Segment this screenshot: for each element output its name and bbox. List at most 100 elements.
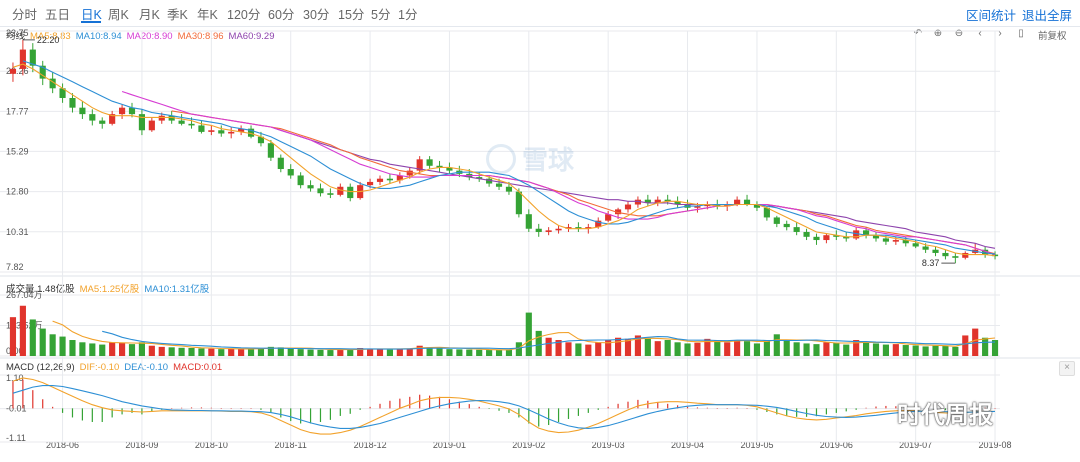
macd-legend-macd: MACD:0.01 (173, 362, 223, 373)
volume-bar (357, 348, 364, 356)
macd-bar (399, 398, 401, 409)
x-tick-label: 2018-12 (354, 440, 387, 450)
tab-quarterly-k[interactable]: 季K (167, 8, 188, 22)
candle-body (634, 199, 641, 205)
tab-5min[interactable]: 5分 (371, 8, 391, 22)
candle-body (882, 238, 889, 242)
candle-body (753, 204, 761, 208)
zoom-out-icon[interactable]: ⊖ (954, 28, 964, 39)
macd-bar (508, 408, 510, 413)
volume-bar (555, 340, 562, 356)
range-stats-link[interactable]: 区间统计 (966, 9, 1017, 23)
candle-body (79, 107, 86, 115)
volume-bar (872, 343, 880, 356)
tab-daily-k[interactable]: 日K (81, 8, 102, 22)
undo-icon[interactable]: ↶ (913, 28, 923, 39)
zoom-in-icon[interactable]: ⊕ (933, 28, 943, 39)
volume-bar (991, 340, 999, 356)
tab-yearly-k[interactable]: 年K (197, 8, 218, 22)
macd-bar (369, 406, 371, 409)
volume-bar (347, 349, 354, 356)
volume-bar (803, 343, 810, 356)
volume-bar (575, 343, 582, 356)
x-tick-label: 2019-07 (899, 440, 932, 450)
macd-bar (22, 379, 24, 409)
volume-bar (376, 349, 384, 356)
macd-bar (240, 408, 242, 409)
macd-bar (934, 408, 937, 410)
candle-body (952, 256, 959, 258)
volume-ma5-line (52, 320, 996, 351)
tab-weekly-k[interactable]: 周K (108, 8, 129, 22)
x-tick-label: 2018-09 (125, 440, 158, 450)
macd-bar (349, 408, 351, 414)
right-icon[interactable]: › (998, 28, 1002, 39)
macd-bar (905, 406, 907, 409)
macd-bar (885, 405, 887, 409)
legend-ma5: MA5:8.83 (30, 31, 71, 42)
left-icon[interactable]: ‹ (978, 28, 982, 39)
candle-body (505, 186, 513, 192)
volume-bar (962, 335, 969, 356)
macd-bar (845, 408, 847, 412)
kline-chart[interactable]: 2018-06 2018-09 2018-10 2018-11 2018-12 2019-… (0, 26, 1080, 462)
ma5-line (12, 63, 996, 257)
candle-body (148, 120, 155, 131)
x-tick-label: 2018-11 (275, 440, 307, 450)
volume-bar (277, 347, 284, 356)
macd-bar (141, 408, 143, 415)
macd-bar (81, 408, 83, 421)
candle-body (912, 243, 919, 247)
volume-bar (694, 342, 701, 356)
volume-bar (59, 336, 66, 356)
macd-bar (518, 408, 520, 418)
volume-bar (436, 348, 443, 356)
source-watermark: 时代周报 (897, 395, 993, 430)
volume-bar (932, 345, 939, 356)
candle-body (228, 131, 235, 134)
close-macd-icon[interactable]: × (1059, 361, 1075, 376)
tab-30min[interactable]: 30分 (303, 8, 330, 22)
candle-body (515, 191, 522, 215)
candle-body (208, 130, 215, 132)
candle-body (803, 231, 810, 237)
candle-body (89, 114, 96, 121)
tab-intraday[interactable]: 分时 (12, 8, 38, 22)
volume-bar (416, 345, 423, 356)
macd-bar (71, 408, 74, 418)
candle-body (297, 175, 304, 186)
tab-five-day[interactable]: 五日 (45, 8, 71, 22)
macd-bar (964, 408, 966, 409)
tab-15min[interactable]: 15分 (338, 8, 365, 22)
volume-bar (178, 347, 185, 356)
candle-body (238, 128, 245, 132)
tab-monthly-k[interactable]: 月K (139, 8, 160, 22)
volume-tick-label: 267.04万 (6, 290, 43, 300)
macd-bar (309, 408, 312, 424)
macd-bar (359, 408, 361, 410)
candle-body (109, 114, 116, 124)
tab-1min[interactable]: 1分 (398, 8, 418, 22)
tab-120min[interactable]: 120分 (227, 8, 261, 22)
candle-body (624, 204, 632, 210)
candle-body (942, 252, 949, 257)
volume-bar (813, 344, 820, 356)
tab-60min[interactable]: 60分 (268, 8, 295, 22)
adjust-mode-button[interactable]: 前复权 (1038, 31, 1067, 42)
volume-bar (793, 342, 800, 356)
candle-body (396, 175, 403, 181)
macd-bar (796, 408, 798, 417)
candle-body (29, 49, 36, 66)
volume-bar (267, 346, 274, 356)
candle-body (9, 68, 17, 74)
exit-fullscreen-link[interactable]: 退出全屏 (1022, 9, 1073, 23)
x-tick-label: 2019-08 (979, 440, 1012, 450)
candle-body (922, 246, 929, 250)
macd-bar (667, 403, 669, 409)
macd-bar (329, 408, 331, 420)
device-icon[interactable]: ▯ (1018, 28, 1024, 39)
price-tick-label: 20.26 (6, 66, 29, 76)
candle-body (476, 177, 483, 179)
volume-bar (515, 342, 522, 356)
watermark-text: 雪球 (522, 145, 575, 175)
